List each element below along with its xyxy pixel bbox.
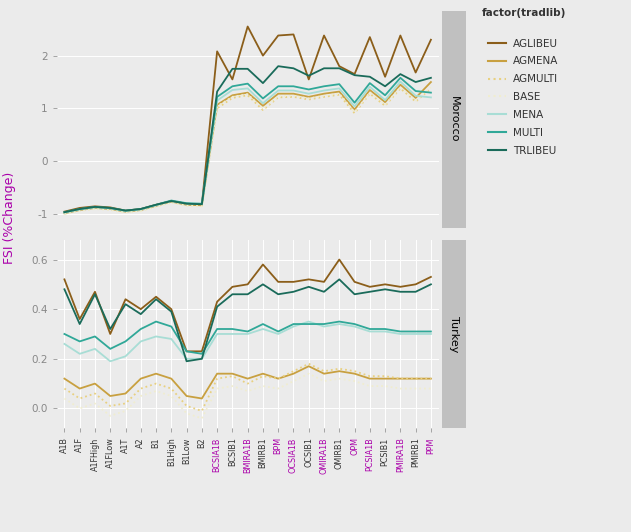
Legend: AGLIBEU, AGMENA, AGMULTI, BASE, MENA, MULTI, TRLIBEU: AGLIBEU, AGMENA, AGMULTI, BASE, MENA, MU… [483,35,562,160]
Text: FSI (%Change): FSI (%Change) [3,172,16,264]
Text: Turkey: Turkey [449,316,459,352]
Text: Morocco: Morocco [449,96,459,143]
Text: factor(tradlib): factor(tradlib) [481,8,566,18]
